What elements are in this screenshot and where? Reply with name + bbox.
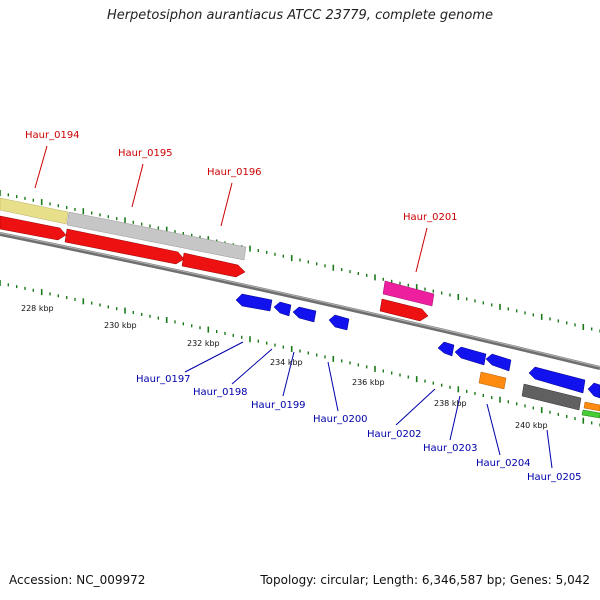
cds-arrow-extra[interactable] <box>587 382 600 399</box>
feature-block-darkgray[interactable] <box>521 383 582 411</box>
accession-text: Accession: NC_009972 <box>9 573 146 587</box>
scale-label: 234 kbp <box>270 358 303 367</box>
cds-arrow-haur-0199[interactable] <box>292 306 317 323</box>
cds-arrow-haur-0203[interactable] <box>454 346 487 366</box>
scale-label: 232 kbp <box>187 339 220 348</box>
cds-arrow-haur-0195[interactable] <box>64 228 185 265</box>
cds-arrow-haur-0194[interactable] <box>0 215 67 241</box>
forward-gene-labels: Haur_0194 Haur_0195 Haur_0196 Haur_0201 <box>25 130 458 223</box>
cds-arrow-haur-0204[interactable] <box>485 353 512 372</box>
feature-block-orange[interactable] <box>478 371 507 390</box>
cds-arrow-haur-0196[interactable] <box>181 252 246 278</box>
cds-arrow-haur-0197[interactable] <box>235 293 273 312</box>
cds-arrow-haur-0200[interactable] <box>328 314 350 331</box>
gene-label-haur-0202[interactable]: Haur_0202 <box>367 429 422 440</box>
cds-arrow-haur-0205[interactable] <box>528 366 586 394</box>
gene-label-haur-0194[interactable]: Haur_0194 <box>25 130 80 141</box>
gene-label-haur-0197[interactable]: Haur_0197 <box>136 374 191 385</box>
gene-label-haur-0195[interactable]: Haur_0195 <box>118 148 173 159</box>
scale-label: 236 kbp <box>352 378 385 387</box>
gene-bar-haur-0194[interactable] <box>0 197 69 225</box>
gene-label-haur-0198[interactable]: Haur_0198 <box>193 387 248 398</box>
gene-bar-haur-0195[interactable] <box>66 211 247 261</box>
scale-label: 228 kbp <box>21 304 54 313</box>
tick-marks <box>0 190 600 427</box>
gene-label-haur-0203[interactable]: Haur_0203 <box>423 443 478 454</box>
feature-block-orange-edge[interactable] <box>583 401 600 412</box>
gene-bar-haur-0201[interactable] <box>382 280 435 307</box>
genome-title: Herpetosiphon aurantiacus ATCC 23779, co… <box>106 8 494 23</box>
cds-arrow-haur-0202[interactable] <box>437 341 455 357</box>
scale-label: 238 kbp <box>434 399 467 408</box>
scale-labels: 228 kbp 230 kbp 232 kbp 234 kbp 236 kbp … <box>21 304 548 430</box>
gene-label-haur-0200[interactable]: Haur_0200 <box>313 414 368 425</box>
topology-text: Topology: circular; Length: 6,346,587 bp… <box>260 573 590 587</box>
gene-label-haur-0196[interactable]: Haur_0196 <box>207 167 262 178</box>
gene-label-haur-0201[interactable]: Haur_0201 <box>403 212 458 223</box>
genome-backbone <box>0 232 600 370</box>
label-leader-lines <box>34 145 553 469</box>
gene-label-haur-0204[interactable]: Haur_0204 <box>476 458 531 469</box>
feature-block-green-edge[interactable] <box>581 409 600 419</box>
reverse-gene-labels: Haur_0197 Haur_0198 Haur_0199 Haur_0200 … <box>136 374 582 483</box>
gene-label-haur-0199[interactable]: Haur_0199 <box>251 400 306 411</box>
scale-label: 230 kbp <box>104 321 137 330</box>
cds-arrow-haur-0198[interactable] <box>273 301 292 317</box>
reverse-feature-blocks <box>478 371 600 419</box>
cds-arrow-haur-0201[interactable] <box>379 298 429 322</box>
reverse-cds-arrows <box>235 293 600 399</box>
gene-label-haur-0205[interactable]: Haur_0205 <box>527 472 582 483</box>
scale-label: 240 kbp <box>515 421 548 430</box>
forward-cds-arrows <box>0 215 429 322</box>
forward-feature-blocks <box>0 197 435 307</box>
